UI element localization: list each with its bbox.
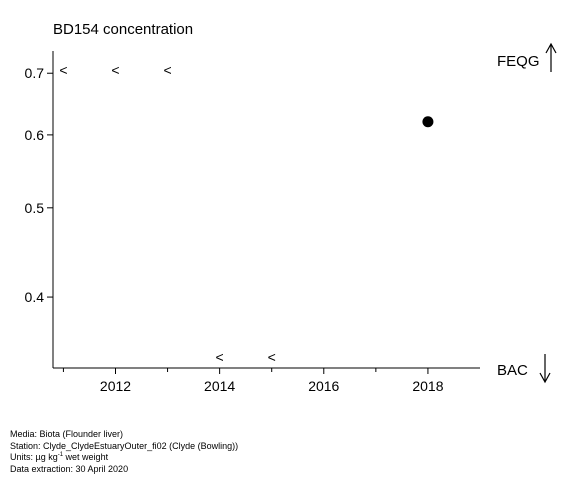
data-points (422, 116, 434, 128)
chart-footer: Media: Biota (Flounder liver) Station: C… (10, 429, 238, 475)
footer-units-suffix: wet weight (63, 452, 109, 462)
arrow-down-icon (539, 354, 551, 384)
footer-station: Station: Clyde_ClydeEstuaryOuter_fi02 (C… (10, 440, 239, 451)
y-tick-label: 0.5 (25, 200, 45, 216)
y-tick-label: 0.7 (25, 65, 45, 81)
reference-label-feqg: FEQG (497, 53, 540, 70)
chart-title: BD154 concentration (53, 21, 193, 38)
x-tick-label: 2012 (100, 378, 131, 394)
footer-units: Units: µg kg-1 wet weight (10, 452, 238, 464)
footer-extraction: Data extraction: 30 April 2020 (10, 463, 129, 474)
x-tick-label: 2016 (308, 378, 339, 394)
axes: 0.4 0.5 0.6 0.7 2012 2014 2016 2018 (25, 51, 480, 394)
less-than-marker: < (59, 62, 67, 78)
footer-media: Media: Biota (Flounder liver) (10, 429, 124, 439)
less-than-markers: < < < < < (59, 62, 275, 365)
footer-units-exponent: -1 (57, 452, 64, 458)
less-than-marker: < (111, 62, 119, 78)
footer-units-prefix: Units: µg kg (10, 452, 58, 462)
y-tick-label: 0.4 (25, 289, 45, 305)
data-point (422, 116, 434, 128)
reference-labels: FEQG BAC (497, 42, 557, 384)
arrow-head (545, 42, 557, 54)
less-than-marker: < (163, 62, 171, 78)
x-tick-label: 2018 (412, 378, 443, 394)
less-than-marker: < (216, 349, 224, 365)
less-than-marker: < (268, 349, 276, 365)
reference-label-bac: BAC (497, 362, 528, 379)
y-tick-label: 0.6 (25, 127, 45, 143)
arrow-up-icon (545, 42, 557, 72)
x-tick-label: 2014 (204, 378, 235, 394)
chart-area: BD154 concentration 0.4 0.5 0.6 0.7 2012 2014… (25, 21, 557, 394)
arrow-head (539, 372, 551, 384)
